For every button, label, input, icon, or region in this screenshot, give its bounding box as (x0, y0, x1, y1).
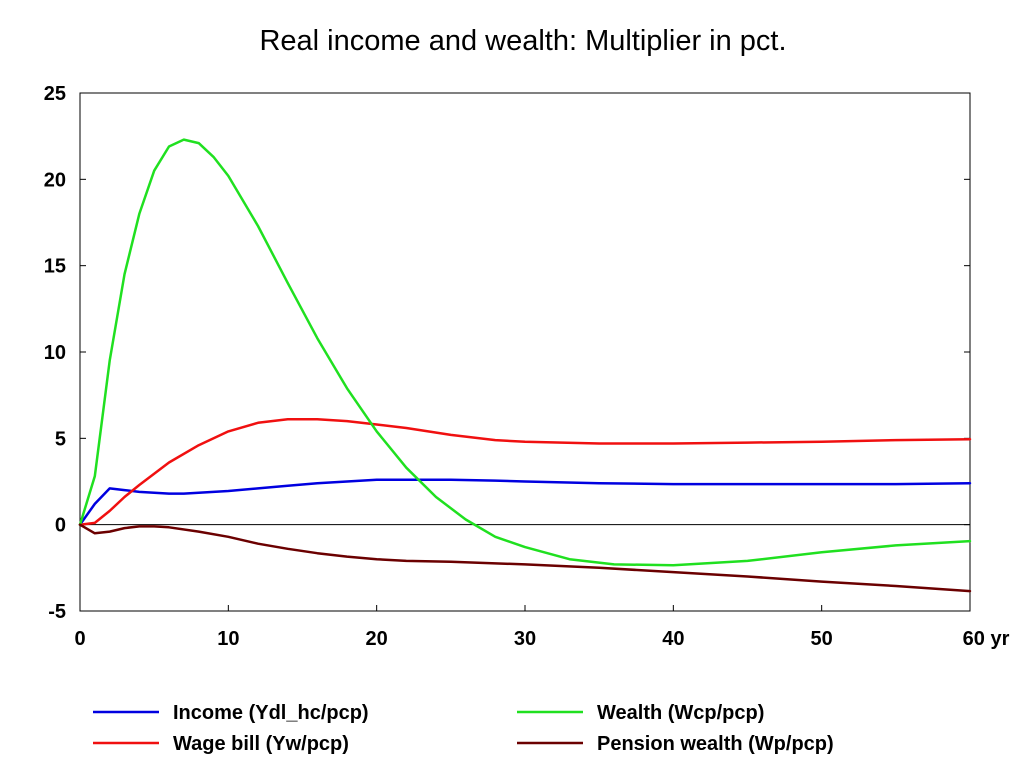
y-tick-label: 0 (55, 515, 66, 537)
x-tick-label: 20 (366, 628, 388, 650)
series-line-1 (78, 478, 972, 526)
legend-label: Wage bill (Yw/pcp) (173, 733, 349, 755)
series-line-2 (78, 418, 972, 526)
x-tick-label: 0 (74, 628, 85, 650)
axis-ticks (79, 92, 971, 612)
y-tick-label: 25 (44, 83, 66, 105)
series-lines (78, 138, 972, 593)
legend-label: Pension wealth (Wp/pcp) (597, 733, 834, 755)
chart-title: Real income and wealth: Multiplier in pc… (259, 25, 786, 57)
x-tick-label: 30 (514, 628, 536, 650)
y-tick-label: -5 (48, 601, 66, 623)
x-tick-label: 10 (217, 628, 239, 650)
y-tick-label: 15 (44, 256, 66, 278)
series-line-4 (78, 523, 972, 593)
legend: Income (Ydl_hc/pcp) Wealth (Wcp/pcp) Wage … (93, 702, 834, 755)
x-tick-label: 40 (662, 628, 684, 650)
legend-label: Income (Ydl_hc/pcp) (173, 702, 369, 724)
y-tick-label: 10 (44, 342, 66, 364)
y-tick-label: 20 (44, 169, 66, 191)
x-tick-label: 50 (811, 628, 833, 650)
series-line-3 (78, 138, 972, 567)
y-tick-label: 5 (55, 428, 66, 450)
x-tick-label: 60 yr (963, 628, 1010, 650)
legend-label: Wealth (Wcp/pcp) (597, 702, 764, 724)
